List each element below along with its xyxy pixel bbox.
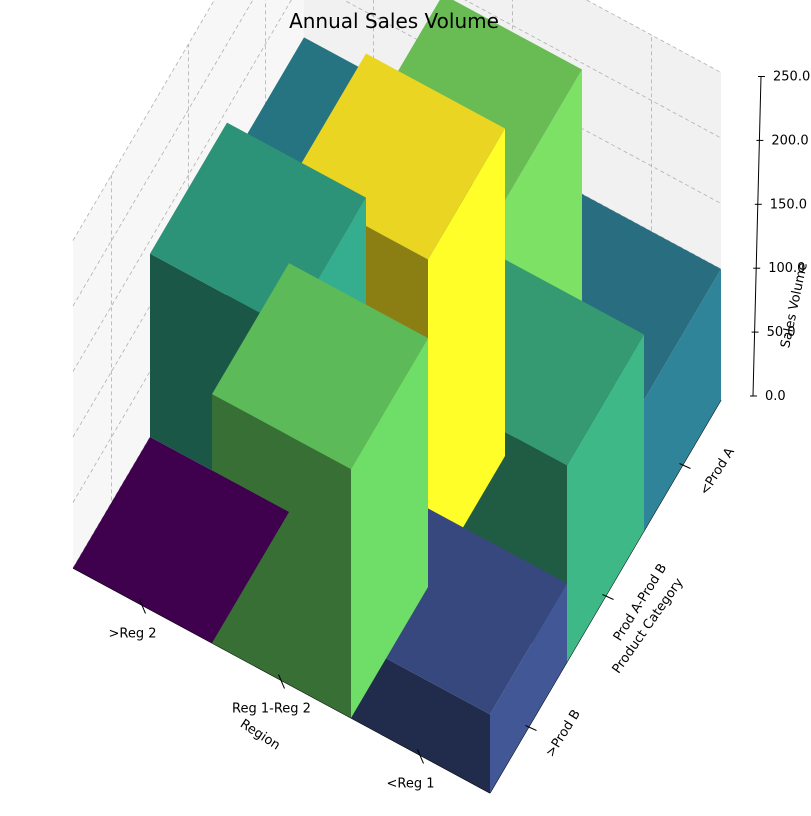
z-grid-line [72, 0, 722, 307]
bar-side-face [490, 583, 567, 793]
z-tick-label: 250.0 [773, 70, 810, 85]
z-axis-line [752, 76, 762, 397]
region-tick [139, 599, 146, 614]
z-tick-label: 100.0 [768, 261, 805, 276]
bar-reg12-prodb [212, 263, 428, 718]
z-tick-label: 0.0 [765, 389, 786, 404]
z-tick-label: 200.0 [771, 133, 808, 148]
bar-side-face [428, 128, 505, 587]
product-tick-label: >Prod B [543, 707, 584, 760]
region-tick-label: >Reg 2 [109, 627, 157, 642]
product-tick [525, 725, 537, 731]
product-tick [679, 463, 691, 469]
region-tick [417, 749, 424, 764]
region-tick-label: Reg 1-Reg 2 [232, 702, 311, 717]
bar-side-face [644, 269, 721, 531]
bar-top-face [73, 437, 289, 643]
bars-group [73, 0, 721, 793]
bar-top-face [212, 263, 428, 470]
bar-side-face [567, 334, 644, 662]
x-axis-label: Region [237, 717, 283, 754]
region-tick [278, 674, 285, 689]
z-tick-label: 150.0 [770, 197, 807, 212]
chart-title: Annual Sales Volume [289, 9, 499, 33]
region-tick-label: <Reg 1 [387, 777, 435, 792]
bar-reg2-prodb [73, 437, 289, 643]
bar-side-face [351, 338, 428, 718]
bar-front-face [212, 394, 351, 718]
bar-front-face [351, 639, 490, 793]
product-tick [602, 594, 614, 600]
z-tick-label: 50.0 [767, 325, 796, 340]
product-tick-label: <Prod A [697, 445, 738, 498]
